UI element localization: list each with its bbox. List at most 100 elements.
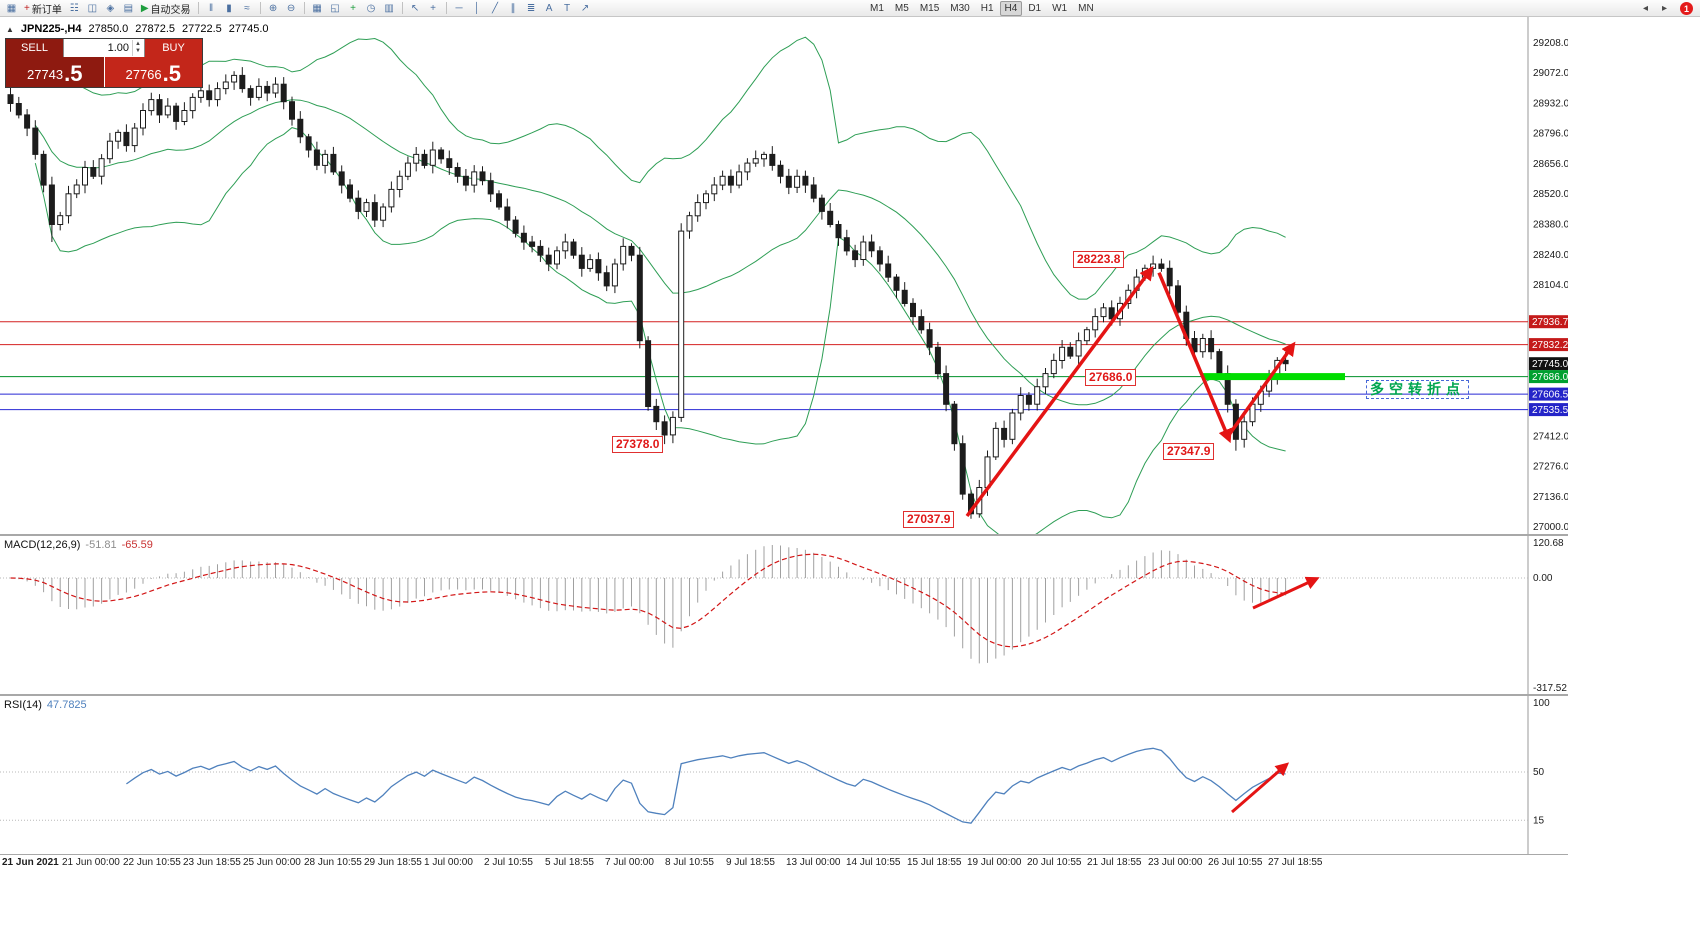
timeframe-h1-button[interactable]: H1 xyxy=(980,2,994,14)
macd-name: MACD(12,26,9) xyxy=(4,539,81,551)
price-callout[interactable]: 27037.9 xyxy=(903,511,955,528)
zoom-in-button[interactable]: ⊕ xyxy=(265,1,282,16)
support-zone-line[interactable] xyxy=(1202,373,1345,381)
volume-stepper[interactable]: ▲ ▼ xyxy=(132,40,143,56)
time-axis-label: 13 Jul 00:00 xyxy=(786,857,841,868)
timeframe-m5-button[interactable]: M5 xyxy=(894,2,909,14)
time-axis-label: 27 Jul 18:55 xyxy=(1268,857,1323,868)
new-order-button[interactable]: + 新订单 xyxy=(21,1,65,16)
rsi-value: 47.7825 xyxy=(46,699,87,711)
timeframe-h4-button[interactable]: H4 xyxy=(999,0,1023,16)
price-callout[interactable]: 27347.9 xyxy=(1163,443,1215,460)
rsi-annotation-arrow[interactable] xyxy=(1231,762,1290,814)
bar-chart-icon: ‖ xyxy=(208,2,214,14)
timeframe-d1-button[interactable]: D1 xyxy=(1028,2,1042,14)
timeframe-mn-button[interactable]: MN xyxy=(1078,2,1094,14)
time-axis-label: 7 Jul 00:00 xyxy=(605,857,654,868)
data-window-icon: ◫ xyxy=(87,2,98,14)
svg-text:27936.7: 27936.7 xyxy=(1532,317,1568,328)
chart-shift-button[interactable]: ◂ xyxy=(1642,2,1649,14)
buy-price[interactable]: 27766 .5 xyxy=(104,57,202,87)
auto-arrange-button[interactable]: ◱ xyxy=(327,1,344,16)
time-axis-label: 21 Jun 2021 xyxy=(2,857,59,868)
panel-splitter[interactable] xyxy=(0,694,1568,696)
trend-arrows xyxy=(965,266,1296,518)
market-watch-button[interactable]: ☷ xyxy=(66,1,83,16)
timeframe-w1-button[interactable]: W1 xyxy=(1052,2,1068,14)
main-chart: 29208.0 29072.0 28932.0 28796.0 28656.0 28520… xyxy=(0,17,1570,542)
time-axis-label: 2 Jul 10:55 xyxy=(484,857,533,868)
time-axis-label: 1 Jul 00:00 xyxy=(424,857,473,868)
candlestick-chart-button[interactable]: ▮ xyxy=(221,1,238,16)
time-axis-label: 5 Jul 18:55 xyxy=(545,857,594,868)
auto-trading-button[interactable]: ▶ 自动交易 xyxy=(138,1,194,16)
macd-annotation-arrow[interactable] xyxy=(1252,576,1320,610)
trend-arrow[interactable] xyxy=(1157,272,1232,444)
crosshair-button[interactable]: + xyxy=(425,1,442,16)
svg-text:27745.0: 27745.0 xyxy=(1532,359,1568,370)
buy-price-frac: .5 xyxy=(162,61,181,86)
trendline-tool-button[interactable]: ╱ xyxy=(487,1,504,16)
panel-splitter[interactable] xyxy=(0,854,1568,855)
volume-input[interactable]: 1.00 ▲ ▼ xyxy=(63,39,145,57)
indicators-button[interactable]: + xyxy=(345,1,362,16)
panel-splitter[interactable] xyxy=(0,534,1568,536)
periods-button[interactable]: ◷ xyxy=(363,1,380,16)
navigator-icon: ◈ xyxy=(106,2,115,14)
data-window-button[interactable]: ◫ xyxy=(84,1,101,16)
new-chart-icon: ▦ xyxy=(6,2,17,14)
svg-text:27535.5: 27535.5 xyxy=(1532,405,1568,416)
bar-chart-button[interactable]: ‖ xyxy=(203,1,220,16)
timeframe-m30-button[interactable]: M30 xyxy=(950,2,970,14)
arrows-tool-button[interactable]: ↗ xyxy=(577,1,594,16)
terminal-button[interactable]: ▤ xyxy=(120,1,137,16)
svg-text:28656.0: 28656.0 xyxy=(1533,159,1568,170)
stepper-down-icon[interactable]: ▼ xyxy=(135,48,141,54)
collapse-icon[interactable]: ▲ xyxy=(6,24,14,34)
sell-price[interactable]: 27743 .5 xyxy=(6,57,105,87)
price-tag xyxy=(1529,387,1568,401)
rsi-name: RSI(14) xyxy=(4,699,42,711)
chart-symbol-info: ▲ JPN225-,H4 27850.0 27872.5 27722.5 277… xyxy=(6,23,269,35)
fibonacci-tool-button[interactable]: ≣ xyxy=(523,1,540,16)
time-axis-label: 21 Jun 00:00 xyxy=(62,857,120,868)
svg-text:27412.0: 27412.0 xyxy=(1533,432,1568,443)
tile-windows-button[interactable]: ▦ xyxy=(309,1,326,16)
time-axis-label: 29 Jun 18:55 xyxy=(364,857,422,868)
trend-arrow[interactable] xyxy=(965,266,1154,518)
timeframe-m15-button[interactable]: M15 xyxy=(919,2,940,14)
channel-tool-button[interactable]: ∥ xyxy=(505,1,522,16)
trend-arrow[interactable] xyxy=(1227,341,1296,436)
auto-arrange-icon: ◱ xyxy=(330,2,340,14)
pivot-note[interactable]: 多空转折点 xyxy=(1366,380,1469,399)
price-callout[interactable]: 27378.0 xyxy=(612,436,664,453)
templates-button[interactable]: ▥ xyxy=(381,1,398,16)
notification-badge[interactable]: 1 xyxy=(1680,2,1693,15)
buy-price-int: 27766 xyxy=(125,67,162,82)
navigator-button[interactable]: ◈ xyxy=(102,1,119,16)
zoom-in-icon: ⊕ xyxy=(268,2,278,14)
auto-scroll-button[interactable]: ▸ xyxy=(1661,2,1668,14)
stepper-up-icon[interactable]: ▲ xyxy=(135,41,141,47)
zoom-out-button[interactable]: ⊖ xyxy=(283,1,300,16)
toolbar-separator xyxy=(197,2,199,14)
toolbar-right: ◂ ▸ xyxy=(1637,1,1697,16)
vline-tool-button[interactable]: │ xyxy=(469,1,486,16)
line-chart-button[interactable]: ≈ xyxy=(239,1,256,16)
sell-button[interactable]: SELL xyxy=(6,39,63,57)
price-callout[interactable]: 27686.0 xyxy=(1085,369,1137,386)
rsi-svg: 100 50 15 xyxy=(0,696,1550,854)
bollinger-bands xyxy=(34,36,1286,542)
timeframe-m1-button[interactable]: M1 xyxy=(870,2,884,14)
text-tool-icon: A xyxy=(545,2,553,14)
cursor-button[interactable]: ↖ xyxy=(407,1,424,16)
hline-tool-button[interactable]: ─ xyxy=(451,1,468,16)
rsi-chart: 100 50 15 xyxy=(0,696,1568,854)
price-tag xyxy=(1529,357,1568,371)
text-tool-button[interactable]: A xyxy=(541,1,558,16)
label-tool-button[interactable]: T xyxy=(559,1,576,16)
cursor-icon: ↖ xyxy=(410,2,420,14)
buy-button[interactable]: BUY xyxy=(145,39,202,57)
price-callout[interactable]: 28223.8 xyxy=(1073,251,1125,268)
new-chart-button[interactable]: ▦ xyxy=(3,1,20,16)
